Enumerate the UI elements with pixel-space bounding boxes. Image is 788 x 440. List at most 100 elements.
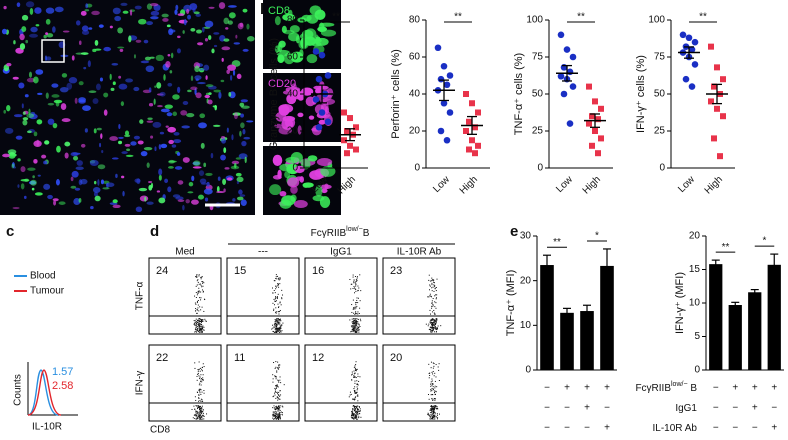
event-dot: [359, 408, 361, 410]
event-dot: [278, 329, 280, 331]
event-dot: [278, 391, 280, 393]
event-dot: [201, 328, 203, 330]
event-dot: [275, 274, 277, 276]
event-dot: [275, 331, 277, 333]
event-dot: [354, 415, 356, 417]
cell-blob: [112, 204, 121, 209]
event-dot: [198, 318, 200, 320]
event-dot: [199, 409, 201, 411]
event-dot: [275, 297, 277, 299]
cell-blob: [32, 175, 35, 179]
inset-blob: [318, 119, 326, 125]
data-point: [708, 98, 714, 105]
event-dot: [440, 325, 442, 327]
cell-blob: [43, 160, 48, 165]
event-dot: [196, 391, 198, 393]
event-dot: [435, 287, 437, 289]
event-dot: [356, 406, 358, 408]
cell-blob: [192, 160, 201, 167]
event-dot: [433, 405, 435, 407]
cell-blob: [3, 109, 7, 114]
event-dot: [355, 406, 357, 408]
event-dot: [196, 418, 198, 420]
condition-label: IL-10R Ab: [653, 423, 698, 434]
cell-blob: [31, 187, 35, 191]
event-dot: [280, 411, 282, 413]
cell-blob: [236, 196, 244, 201]
inset-blob: [278, 40, 286, 48]
event-dot: [358, 312, 360, 314]
event-dot: [430, 406, 432, 408]
y-tick-label: 5: [694, 331, 700, 342]
inset-blob: [286, 93, 297, 105]
data-point: [566, 68, 574, 76]
event-dot: [201, 405, 203, 407]
event-dot: [196, 284, 198, 286]
event-dot: [354, 409, 356, 411]
event-dot: [278, 381, 280, 383]
event-dot: [429, 280, 431, 282]
event-dot: [279, 321, 281, 323]
event-dot: [430, 383, 432, 385]
cell-blob: [160, 143, 168, 149]
event-dot: [435, 328, 437, 330]
event-dot: [437, 327, 439, 329]
event-dot: [275, 406, 277, 408]
event-dot: [196, 312, 198, 314]
event-dot: [353, 322, 355, 324]
event-dot: [429, 326, 431, 328]
flow-plot: [226, 344, 300, 422]
cell-blob: [118, 124, 121, 129]
event-dot: [354, 322, 356, 324]
data-point: [685, 34, 693, 42]
cell-blob: [112, 7, 121, 15]
event-dot: [355, 290, 357, 292]
cell-blob: [154, 146, 157, 152]
cell-blob: [199, 113, 206, 119]
event-dot: [276, 327, 278, 329]
event-dot: [281, 330, 283, 332]
cell-blob: [167, 126, 177, 133]
event-dot: [354, 413, 356, 415]
event-dot: [359, 376, 361, 378]
event-dot: [354, 391, 356, 393]
condition-sign: −: [713, 383, 719, 394]
event-dot: [196, 301, 198, 303]
event-dot: [437, 366, 439, 368]
event-dot: [197, 291, 199, 293]
event-dot: [200, 384, 202, 386]
cell-blob: [150, 182, 154, 189]
event-dot: [432, 298, 434, 300]
event-dot: [354, 327, 356, 329]
cell-blob: [87, 60, 91, 68]
event-dot: [274, 375, 276, 377]
event-dot: [430, 388, 432, 390]
cell-blob: [169, 70, 173, 74]
event-dot: [198, 290, 200, 292]
event-dot: [429, 415, 431, 417]
cell-blob: [70, 176, 74, 182]
cell-blob: [93, 191, 98, 197]
event-dot: [356, 416, 358, 418]
cell-blob: [139, 195, 149, 202]
event-dot: [198, 414, 200, 416]
cell-blob: [6, 62, 12, 67]
event-dot: [431, 418, 433, 420]
event-dot: [353, 414, 355, 416]
event-dot: [277, 406, 279, 408]
cell-blob: [156, 190, 161, 193]
event-dot: [356, 368, 358, 370]
event-dot: [352, 415, 354, 417]
event-dot: [195, 276, 197, 278]
event-dot: [432, 319, 434, 321]
event-dot: [353, 308, 355, 310]
event-dot: [203, 282, 205, 284]
event-dot: [427, 394, 429, 396]
event-dot: [428, 398, 430, 400]
cell-blob: [99, 142, 102, 148]
event-dot: [437, 417, 439, 419]
event-dot: [354, 330, 356, 332]
event-dot: [354, 325, 356, 327]
y-tick-label: 75: [532, 52, 544, 63]
cell-blob: [95, 83, 101, 91]
